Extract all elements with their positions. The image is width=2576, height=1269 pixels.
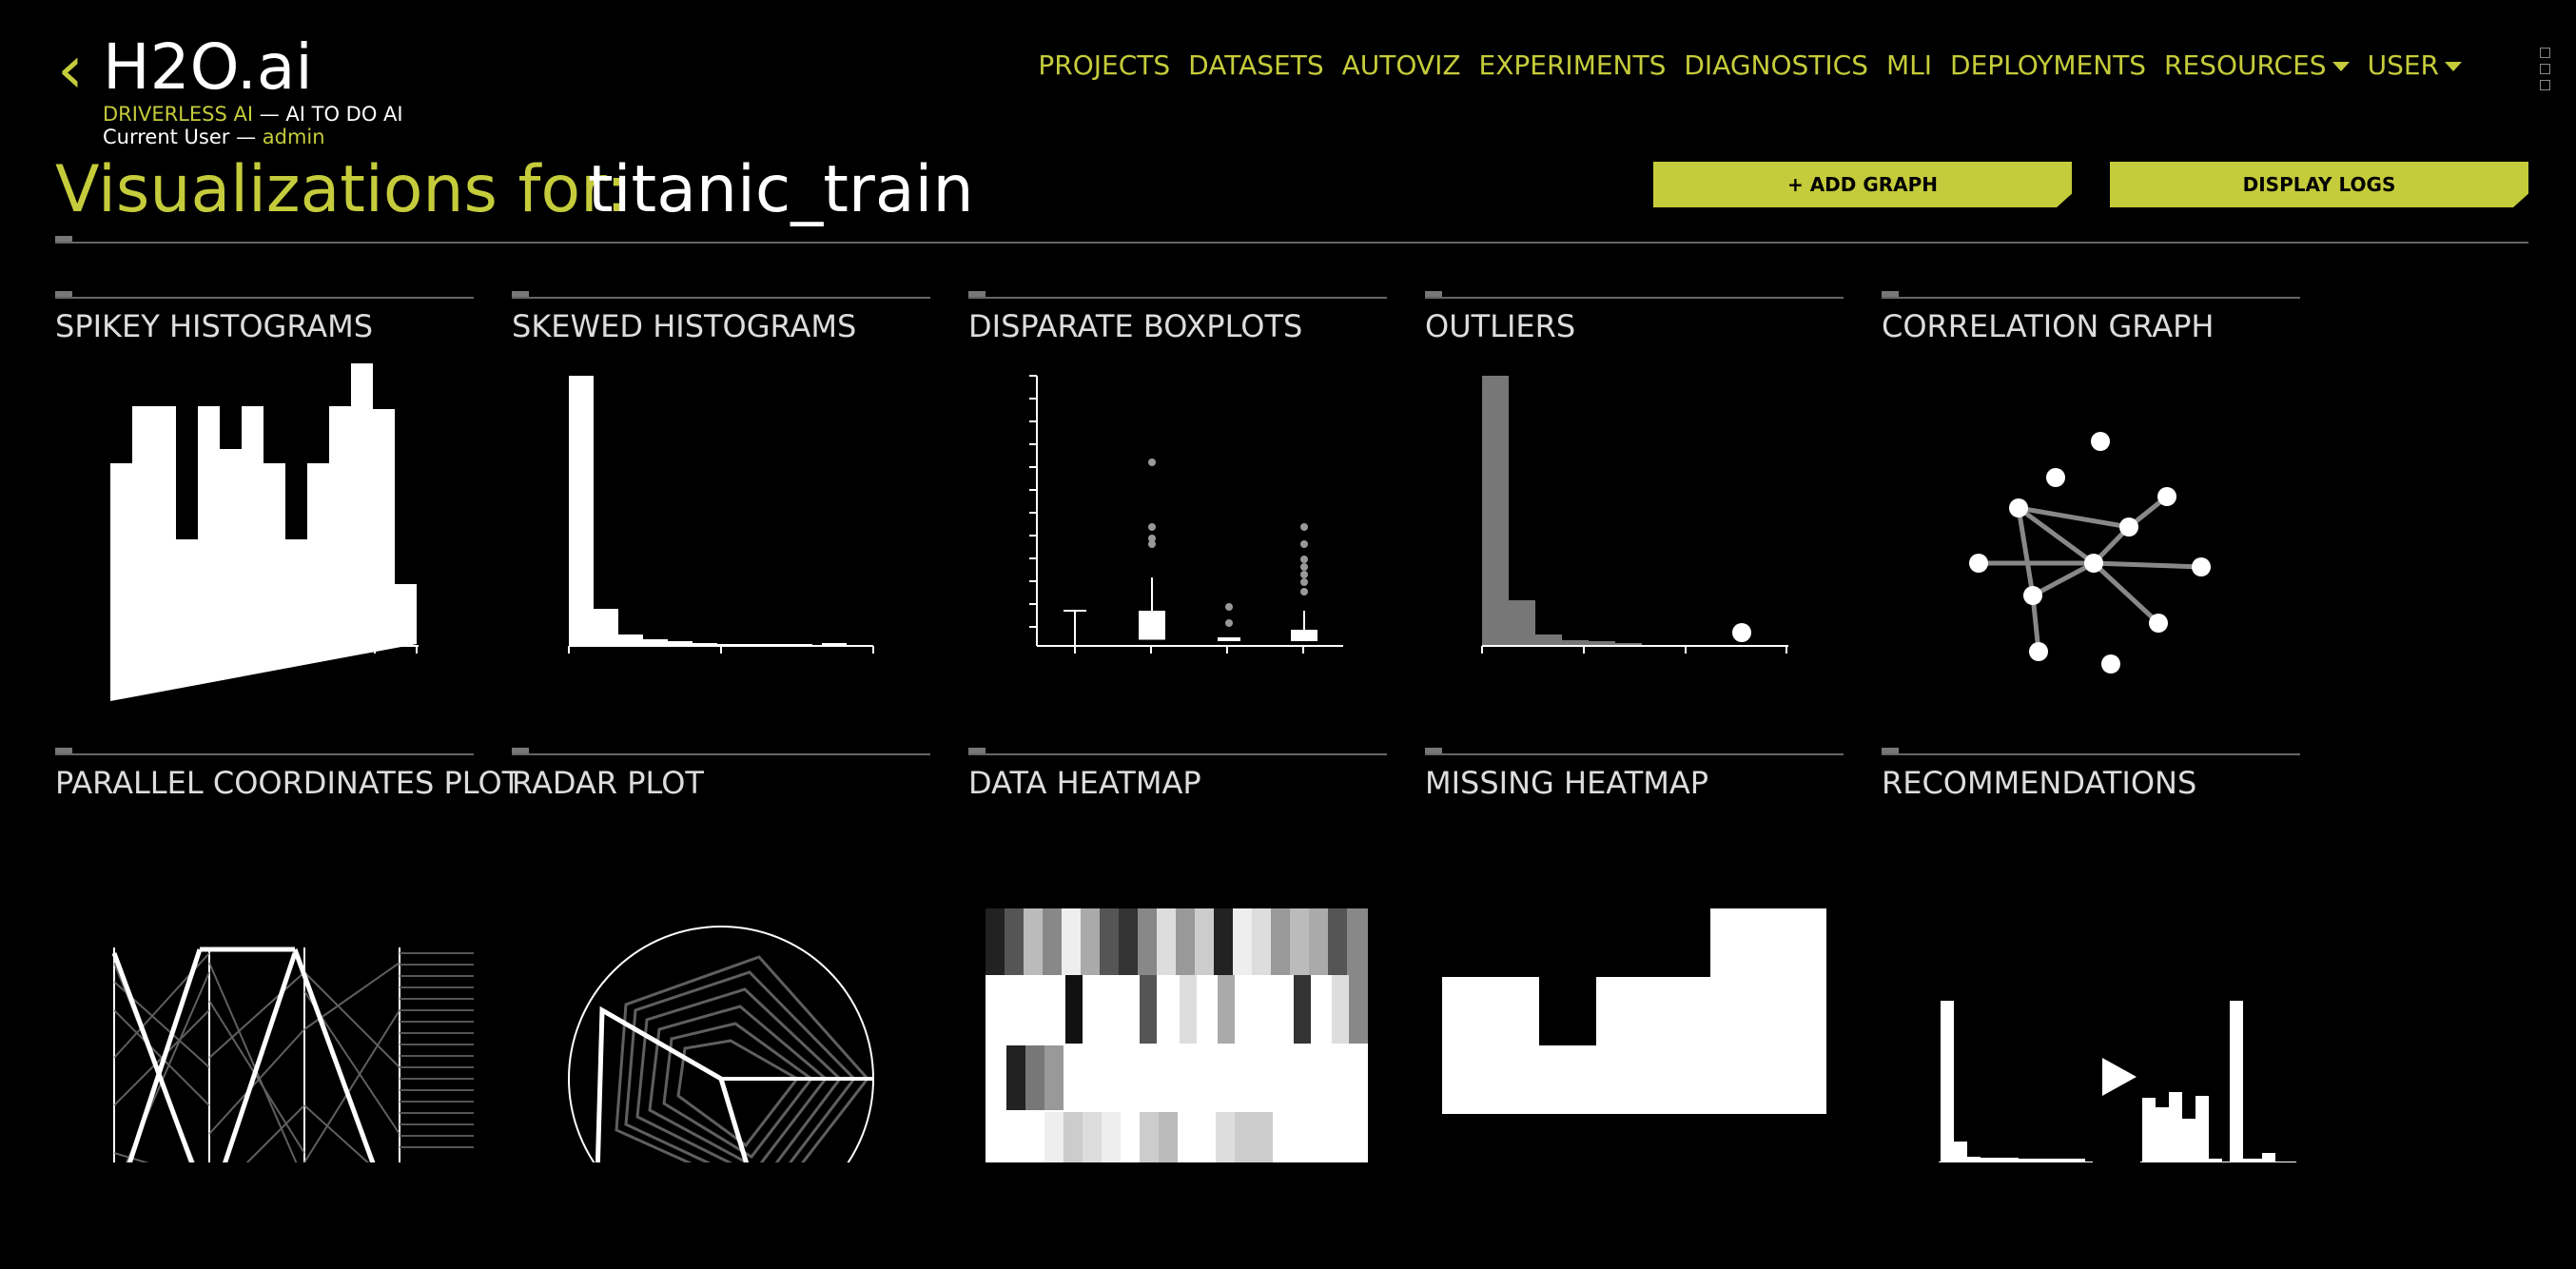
current-user-name: admin <box>262 126 325 148</box>
nav-datasets[interactable]: DATASETS <box>1188 49 1324 81</box>
card-title: RADAR PLOT <box>512 765 704 801</box>
nav-autoviz[interactable]: AUTOVIZ <box>1341 49 1461 81</box>
caret-down-icon <box>2445 62 2462 71</box>
nav-mli[interactable]: MLI <box>1886 49 1933 81</box>
missing-heatmap-thumbnail <box>1442 908 1826 1114</box>
card-title: SPIKEY HISTOGRAMS <box>55 308 374 344</box>
app-logo: H2O.ai <box>103 30 313 104</box>
radar-plot-thumbnail <box>568 926 874 1162</box>
card-title: CORRELATION GRAPH <box>1882 308 2215 344</box>
grid-dots-icon[interactable] <box>2540 48 2551 96</box>
outliers-thumbnail <box>1481 376 1788 654</box>
parallel-coordinates-thumbnail <box>111 947 474 1162</box>
correlation-graph-thumbnail <box>1969 432 2211 674</box>
nav-user-label: USER <box>2367 49 2439 81</box>
tagline-text: — AI TO DO AI <box>253 103 403 126</box>
dataset-name: titanic_train <box>588 152 974 227</box>
current-user-label: Current User — <box>103 126 263 148</box>
card-title: DATA HEATMAP <box>968 765 1201 801</box>
product-tagline: DRIVERLESS AI — AI TO DO AI <box>103 103 403 126</box>
boxplot-thumbnail <box>1029 375 1343 654</box>
recommendations-thumbnail <box>1939 1001 2296 1162</box>
header-divider <box>55 242 2528 244</box>
nav-diagnostics[interactable]: DIAGNOSTICS <box>1684 49 1868 81</box>
data-heatmap-thumbnail <box>986 908 1368 1162</box>
card-title: SKEWED HISTOGRAMS <box>512 308 857 344</box>
product-name: DRIVERLESS AI <box>103 103 254 126</box>
back-chevron-icon[interactable]: ‹ <box>57 30 84 108</box>
top-nav: PROJECTS DATASETS AUTOVIZ EXPERIMENTS DI… <box>1038 49 2462 81</box>
card-title: OUTLIERS <box>1425 308 1576 344</box>
current-user-line: Current User — admin <box>103 126 325 148</box>
nav-deployments[interactable]: DEPLOYMENTS <box>1950 49 2147 81</box>
card-title: PARALLEL COORDINATES PLOT <box>55 765 521 801</box>
add-graph-button[interactable]: + ADD GRAPH <box>1653 162 2072 207</box>
nav-resources-label: RESOURCES <box>2164 49 2327 81</box>
display-logs-button[interactable]: DISPLAY LOGS <box>2110 162 2528 207</box>
spikey-histogram-thumbnail <box>110 363 419 701</box>
page-title: Visualizations for: <box>55 152 628 227</box>
skewed-histogram-thumbnail <box>568 376 874 654</box>
nav-user[interactable]: USER <box>2368 49 2462 81</box>
nav-projects[interactable]: PROJECTS <box>1038 49 1171 81</box>
caret-down-icon <box>2332 62 2350 71</box>
nav-experiments[interactable]: EXPERIMENTS <box>1478 49 1667 81</box>
divider-tab <box>55 236 72 242</box>
card-title: RECOMMENDATIONS <box>1882 765 2197 801</box>
nav-resources[interactable]: RESOURCES <box>2164 49 2350 81</box>
card-title: DISPARATE BOXPLOTS <box>968 308 1303 344</box>
card-title: MISSING HEATMAP <box>1425 765 1709 801</box>
